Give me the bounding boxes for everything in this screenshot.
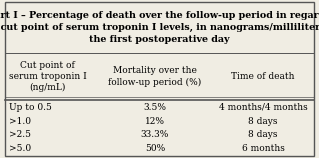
Text: 4 months/4 months: 4 months/4 months xyxy=(219,103,308,112)
Text: >5.0: >5.0 xyxy=(9,144,31,153)
Text: Chart I – Percentage of death over the follow-up period in regard to
the cut poi: Chart I – Percentage of death over the f… xyxy=(0,11,319,44)
Text: Up to 0.5: Up to 0.5 xyxy=(9,103,51,112)
Text: >2.5: >2.5 xyxy=(9,130,31,139)
Text: 33.3%: 33.3% xyxy=(141,130,169,139)
Text: >1.0: >1.0 xyxy=(9,117,31,126)
Text: 12%: 12% xyxy=(145,117,165,126)
Text: 6 months: 6 months xyxy=(242,144,285,153)
Text: 50%: 50% xyxy=(145,144,165,153)
Text: Cut point of
serum troponin I
(ng/mL): Cut point of serum troponin I (ng/mL) xyxy=(9,61,86,92)
Text: Mortality over the
follow-up period (%): Mortality over the follow-up period (%) xyxy=(108,67,202,87)
Text: 8 days: 8 days xyxy=(249,130,278,139)
Text: 8 days: 8 days xyxy=(249,117,278,126)
Text: 3.5%: 3.5% xyxy=(143,103,167,112)
Text: Time of death: Time of death xyxy=(231,72,295,81)
